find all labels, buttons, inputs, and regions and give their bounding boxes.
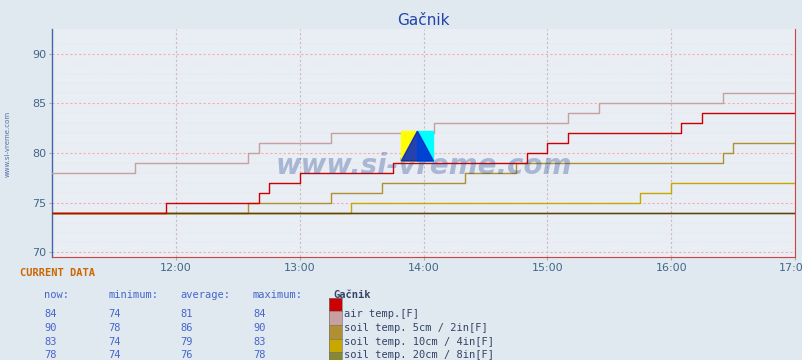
Text: 79: 79 [180, 337, 193, 347]
Text: soil temp. 20cm / 8in[F]: soil temp. 20cm / 8in[F] [344, 350, 494, 360]
Text: maximum:: maximum: [253, 290, 302, 300]
Text: CURRENT DATA: CURRENT DATA [20, 268, 95, 278]
Text: 74: 74 [108, 337, 121, 347]
Polygon shape [401, 131, 417, 161]
Text: 78: 78 [253, 350, 265, 360]
Text: soil temp. 5cm / 2in[F]: soil temp. 5cm / 2in[F] [344, 323, 488, 333]
Text: now:: now: [44, 290, 69, 300]
Title: Gačnik: Gačnik [397, 13, 449, 28]
Text: 86: 86 [180, 323, 193, 333]
Text: air temp.[F]: air temp.[F] [344, 310, 419, 319]
Text: 83: 83 [253, 337, 265, 347]
Text: minimum:: minimum: [108, 290, 158, 300]
Text: 74: 74 [108, 310, 121, 319]
Text: 76: 76 [180, 350, 193, 360]
Text: 84: 84 [253, 310, 265, 319]
Text: www.si-vreme.com: www.si-vreme.com [5, 111, 11, 177]
Text: 78: 78 [44, 350, 57, 360]
Polygon shape [417, 131, 433, 161]
Text: Gačnik: Gačnik [333, 290, 371, 300]
Text: www.si-vreme.com: www.si-vreme.com [275, 152, 571, 180]
Text: average:: average: [180, 290, 230, 300]
Text: 83: 83 [44, 337, 57, 347]
Text: 78: 78 [108, 323, 121, 333]
Text: 84: 84 [44, 310, 57, 319]
Text: 81: 81 [180, 310, 193, 319]
Text: 74: 74 [108, 350, 121, 360]
Polygon shape [401, 131, 433, 161]
Text: soil temp. 10cm / 4in[F]: soil temp. 10cm / 4in[F] [344, 337, 494, 347]
Text: 90: 90 [253, 323, 265, 333]
Text: 90: 90 [44, 323, 57, 333]
